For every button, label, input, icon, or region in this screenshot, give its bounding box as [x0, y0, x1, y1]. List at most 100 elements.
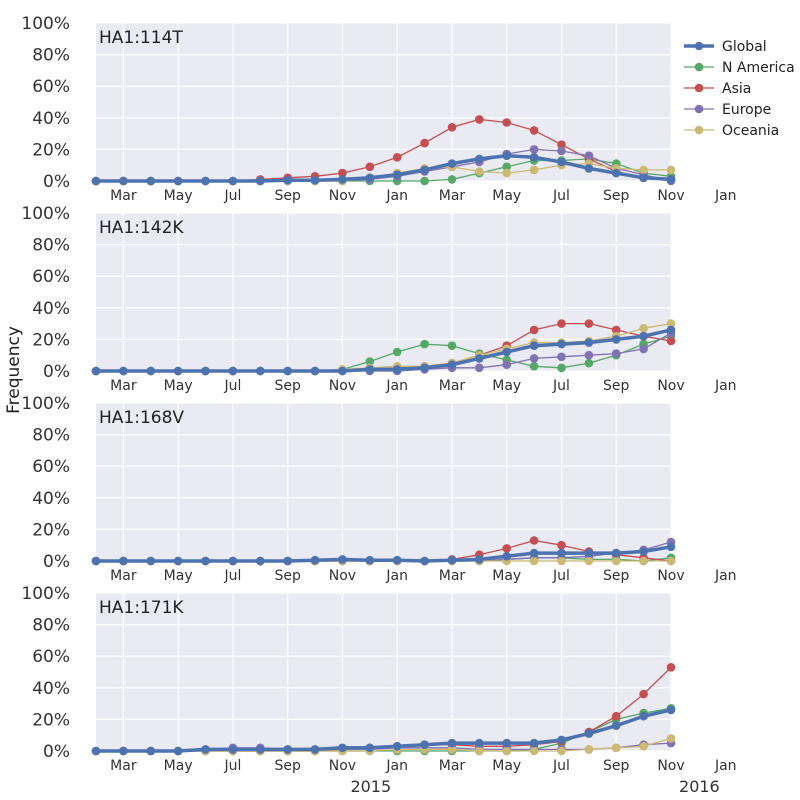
y-tick-label: 60%: [32, 77, 70, 97]
x-tick-label: May: [492, 568, 521, 584]
x-tick-label: Jul: [552, 188, 570, 204]
x-tick-label: Jul: [552, 568, 570, 584]
data-point: [146, 556, 156, 566]
x-tick-label: May: [492, 188, 521, 204]
x-tick-label: Jul: [552, 758, 570, 774]
data-point: [420, 363, 429, 373]
series-line-global: [96, 328, 672, 373]
legend-label: Oceania: [722, 123, 779, 139]
panel-1: 0% 20% 40% 60% 80% 100% Mar May Jul Sep Nov Jan Mar M…: [21, 14, 736, 204]
x-tick-label: Sep: [274, 188, 301, 204]
data-point: [173, 746, 183, 756]
x-tick-label: Sep: [274, 378, 301, 394]
data-point: [283, 745, 293, 754]
data-point: [447, 123, 457, 132]
x-tick-label: Jul: [223, 758, 241, 774]
data-point: [338, 555, 347, 564]
x-tick-label: Jan: [714, 188, 737, 204]
data-point: [420, 165, 429, 175]
data-point: [283, 556, 293, 566]
year-label: 2015: [350, 777, 391, 796]
legend-swatch-marker: [694, 83, 704, 93]
x-tick-label: Mar: [439, 188, 466, 204]
data-point: [666, 165, 676, 175]
data-point: [338, 168, 347, 178]
data-point: [584, 151, 594, 160]
data-point: [666, 542, 676, 552]
data-point: [420, 176, 429, 186]
panel-4: 0% 20% 40% 60% 80% 100% Mar May Jul Sep Nov Jan Mar M…: [21, 584, 736, 774]
data-point: [420, 556, 429, 566]
data-point: [639, 711, 648, 721]
data-point: [557, 140, 566, 149]
data-point: [173, 366, 183, 376]
y-tick-label: 60%: [32, 267, 70, 287]
x-tick-label: Jan: [385, 188, 408, 204]
x-tick-label: May: [164, 188, 193, 204]
data-point: [666, 325, 676, 335]
data-point: [91, 176, 101, 186]
x-tick-label: Jan: [385, 758, 408, 774]
y-axis-label: Frequency: [4, 326, 24, 414]
data-point: [447, 738, 457, 748]
data-point: [611, 743, 621, 753]
data-point: [529, 536, 539, 545]
data-point: [228, 745, 238, 754]
data-point: [201, 556, 210, 566]
data-point: [475, 354, 484, 363]
x-tick-label: Jul: [552, 378, 570, 394]
panel-title: HA1:114T: [99, 28, 183, 48]
data-point: [475, 738, 484, 748]
data-point: [529, 145, 539, 154]
data-point: [365, 555, 375, 565]
panel-title: HA1:171K: [99, 598, 184, 618]
data-point: [502, 347, 512, 357]
data-point: [639, 331, 648, 341]
data-point: [475, 363, 484, 373]
data-point: [529, 548, 539, 558]
data-point: [611, 556, 621, 566]
series-global: [91, 151, 676, 186]
series-line-global: [96, 153, 672, 183]
data-point: [584, 319, 594, 328]
data-point: [502, 168, 512, 178]
plot-background: [96, 593, 671, 751]
data-point: [201, 366, 210, 376]
data-point: [502, 544, 512, 553]
data-point: [502, 552, 512, 561]
data-point: [529, 341, 539, 351]
y-tick-label: 100%: [21, 14, 70, 34]
data-point: [639, 324, 648, 333]
data-point: [529, 165, 539, 175]
data-point: [502, 738, 512, 748]
data-point: [447, 360, 457, 370]
data-point: [475, 746, 484, 756]
data-point: [557, 746, 566, 756]
data-point: [639, 165, 648, 175]
x-tick-label: Nov: [657, 188, 684, 204]
data-point: [529, 153, 539, 162]
y-tick-label: 0%: [43, 552, 70, 572]
series-global: [91, 542, 676, 566]
data-point: [475, 115, 484, 124]
x-tick-label: Mar: [110, 758, 137, 774]
data-point: [283, 366, 293, 376]
y-tick-label: 80%: [32, 616, 70, 636]
data-point: [365, 365, 375, 374]
data-point: [666, 336, 676, 346]
data-point: [91, 366, 101, 376]
x-tick-label: Sep: [603, 758, 630, 774]
data-point: [365, 743, 375, 753]
y-tick-label: 40%: [32, 489, 70, 509]
legend-item: Asia: [684, 81, 751, 97]
data-point: [639, 344, 648, 354]
data-point: [502, 162, 512, 172]
data-point: [502, 746, 512, 756]
legend-label: Europe: [722, 102, 771, 118]
x-tick-label: Jan: [385, 378, 408, 394]
y-tick-label: 100%: [21, 394, 70, 414]
x-tick-label: May: [164, 758, 193, 774]
data-point: [310, 366, 320, 376]
series-global: [91, 325, 676, 376]
legend-swatch-marker: [694, 62, 704, 72]
